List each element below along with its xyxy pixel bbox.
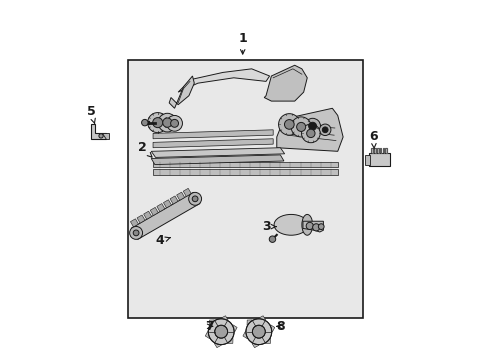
Circle shape <box>192 196 198 202</box>
Circle shape <box>318 224 324 229</box>
Circle shape <box>188 192 201 205</box>
Polygon shape <box>131 192 200 239</box>
Text: 7: 7 <box>205 320 214 333</box>
Circle shape <box>284 120 294 129</box>
Circle shape <box>152 118 163 128</box>
Text: 3: 3 <box>261 220 276 233</box>
Circle shape <box>245 319 271 345</box>
Circle shape <box>163 118 172 127</box>
Circle shape <box>322 127 327 133</box>
Text: 8: 8 <box>276 320 284 333</box>
Polygon shape <box>169 76 194 108</box>
Circle shape <box>147 113 167 133</box>
Polygon shape <box>246 320 258 332</box>
Polygon shape <box>258 325 274 332</box>
Ellipse shape <box>274 215 307 235</box>
Polygon shape <box>151 148 284 157</box>
Polygon shape <box>376 148 378 153</box>
Polygon shape <box>258 316 265 332</box>
Polygon shape <box>205 332 221 338</box>
Circle shape <box>99 134 103 138</box>
Polygon shape <box>221 325 237 332</box>
Circle shape <box>296 122 305 131</box>
Circle shape <box>278 114 300 135</box>
Circle shape <box>304 118 320 134</box>
Circle shape <box>214 325 227 338</box>
Polygon shape <box>303 221 323 232</box>
Polygon shape <box>130 219 138 227</box>
Polygon shape <box>276 108 343 151</box>
Polygon shape <box>178 69 269 92</box>
Circle shape <box>158 113 176 132</box>
Polygon shape <box>176 192 184 200</box>
Circle shape <box>301 124 320 143</box>
Bar <box>128 60 362 318</box>
Polygon shape <box>258 332 270 343</box>
Text: 2: 2 <box>138 141 152 157</box>
Circle shape <box>252 325 265 338</box>
Circle shape <box>166 116 182 131</box>
Circle shape <box>306 129 314 138</box>
Polygon shape <box>150 207 158 216</box>
Circle shape <box>129 226 142 239</box>
Polygon shape <box>221 332 232 343</box>
Polygon shape <box>214 332 221 348</box>
Polygon shape <box>157 203 164 212</box>
Circle shape <box>305 222 313 229</box>
Circle shape <box>133 230 139 236</box>
Polygon shape <box>379 148 381 153</box>
Polygon shape <box>102 134 109 139</box>
Polygon shape <box>221 316 227 332</box>
Text: 4: 4 <box>156 234 170 247</box>
Polygon shape <box>143 211 151 219</box>
Polygon shape <box>183 188 191 197</box>
Polygon shape <box>153 162 337 167</box>
Text: 1: 1 <box>238 32 246 54</box>
Text: 5: 5 <box>86 105 95 124</box>
Circle shape <box>308 122 316 130</box>
Circle shape <box>319 124 330 135</box>
Polygon shape <box>251 332 258 348</box>
Polygon shape <box>170 196 178 204</box>
Circle shape <box>269 236 275 242</box>
Polygon shape <box>243 332 258 338</box>
Circle shape <box>142 120 148 126</box>
Circle shape <box>208 319 234 345</box>
Polygon shape <box>373 148 375 153</box>
Polygon shape <box>91 125 106 139</box>
Polygon shape <box>370 148 372 153</box>
Polygon shape <box>151 155 284 165</box>
Bar <box>368 153 389 166</box>
Polygon shape <box>137 215 145 223</box>
Polygon shape <box>209 320 221 332</box>
Polygon shape <box>153 169 337 175</box>
Circle shape <box>312 224 319 231</box>
Polygon shape <box>153 139 273 148</box>
Polygon shape <box>153 130 273 139</box>
Ellipse shape <box>301 215 312 235</box>
Circle shape <box>290 117 310 137</box>
Text: 6: 6 <box>368 130 377 149</box>
Polygon shape <box>385 148 386 153</box>
Polygon shape <box>264 65 306 101</box>
Polygon shape <box>382 148 384 153</box>
Polygon shape <box>163 200 171 208</box>
Bar <box>364 154 369 165</box>
Circle shape <box>170 120 178 127</box>
